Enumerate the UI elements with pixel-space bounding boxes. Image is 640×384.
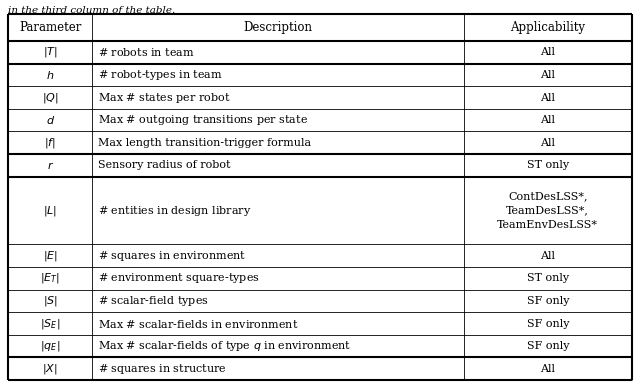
Text: $|Q|$: $|Q|$ <box>42 91 58 104</box>
Text: SF only: SF only <box>527 296 569 306</box>
Text: SF only: SF only <box>527 341 569 351</box>
Text: $r$: $r$ <box>47 160 54 171</box>
Text: $|T|$: $|T|$ <box>43 45 58 60</box>
Text: $|f|$: $|f|$ <box>44 136 56 150</box>
Text: Max $\#$ scalar-fields of type $q$ in environment: Max $\#$ scalar-fields of type $q$ in en… <box>99 339 351 353</box>
Text: ST only: ST only <box>527 273 569 283</box>
Text: Max length transition-trigger formula: Max length transition-trigger formula <box>99 138 312 148</box>
Text: $\#$ robot-types in team: $\#$ robot-types in team <box>99 68 223 82</box>
Text: All: All <box>540 251 556 261</box>
Text: SF only: SF only <box>527 318 569 329</box>
Text: $|E|$: $|E|$ <box>43 249 58 263</box>
Text: All: All <box>540 47 556 57</box>
Text: $d$: $d$ <box>45 114 54 126</box>
Text: $|X|$: $|X|$ <box>42 362 58 376</box>
Text: ST only: ST only <box>527 161 569 170</box>
Text: All: All <box>540 93 556 103</box>
Text: All: All <box>540 364 556 374</box>
Text: $\#$ scalar-field types: $\#$ scalar-field types <box>99 294 209 308</box>
Text: $|S_E|$: $|S_E|$ <box>40 316 60 331</box>
Text: Max $\#$ outgoing transitions per state: Max $\#$ outgoing transitions per state <box>99 113 308 127</box>
Text: $h$: $h$ <box>46 69 54 81</box>
Text: Max $\#$ scalar-fields in environment: Max $\#$ scalar-fields in environment <box>99 318 299 329</box>
Text: $|q_E|$: $|q_E|$ <box>40 339 60 353</box>
Text: Max $\#$ states per robot: Max $\#$ states per robot <box>99 91 231 104</box>
Text: Parameter: Parameter <box>19 21 81 34</box>
Text: ContDesLSS*,
TeamDesLSS*,
TeamEnvDesLSS*: ContDesLSS*, TeamDesLSS*, TeamEnvDesLSS* <box>497 192 598 230</box>
Text: Sensory radius of robot: Sensory radius of robot <box>99 161 231 170</box>
Text: $\#$ robots in team: $\#$ robots in team <box>99 46 195 58</box>
Text: $|L|$: $|L|$ <box>43 204 57 218</box>
Text: $|S|$: $|S|$ <box>43 294 58 308</box>
Text: All: All <box>540 115 556 125</box>
Text: $|E_T|$: $|E_T|$ <box>40 271 60 285</box>
Text: $\#$ environment square-types: $\#$ environment square-types <box>99 271 260 285</box>
Text: All: All <box>540 138 556 148</box>
Text: Applicability: Applicability <box>510 21 585 34</box>
Text: $\#$ squares in structure: $\#$ squares in structure <box>99 362 227 376</box>
Text: Description: Description <box>243 21 312 34</box>
Text: $\#$ squares in environment: $\#$ squares in environment <box>99 249 246 263</box>
Text: All: All <box>540 70 556 80</box>
Text: $\#$ entities in design library: $\#$ entities in design library <box>99 204 252 218</box>
Text: in the third column of the table.: in the third column of the table. <box>8 6 175 15</box>
